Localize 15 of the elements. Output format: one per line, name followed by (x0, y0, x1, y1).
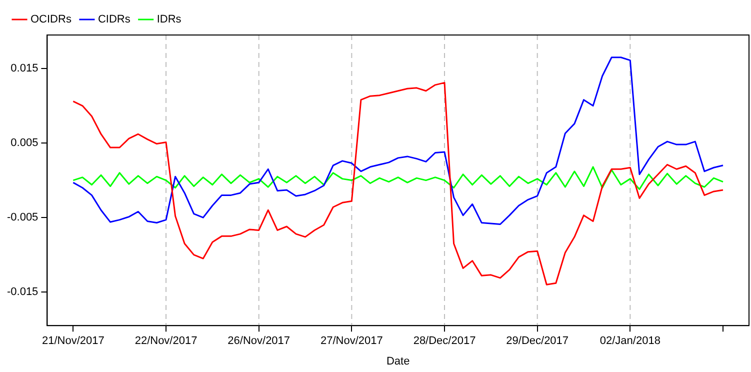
y-tick-label: -0.005 (6, 212, 38, 224)
legend-label: OCIDRs (30, 14, 72, 26)
y-tick-label: -0.015 (6, 286, 38, 298)
legend-label: IDRs (156, 14, 182, 26)
y-tick-label: 0.005 (10, 137, 38, 150)
x-tick-label: 27/Nov/2017 (320, 335, 383, 348)
x-tick-label: 29/Dec/2017 (506, 335, 569, 348)
x-tick-label: 02/Jan/2018 (600, 335, 660, 348)
x-axis-title: Date (386, 355, 410, 368)
x-tick-label: 22/Nov/2017 (134, 335, 198, 348)
y-tick-label: 0.015 (10, 62, 38, 75)
legend-label: CIDRs (98, 14, 131, 26)
x-tick-label: 21/Nov/2017 (42, 335, 104, 348)
x-tick-label: 28/Dec/2017 (413, 335, 476, 348)
x-tick-label: 26/Nov/2017 (228, 335, 290, 348)
